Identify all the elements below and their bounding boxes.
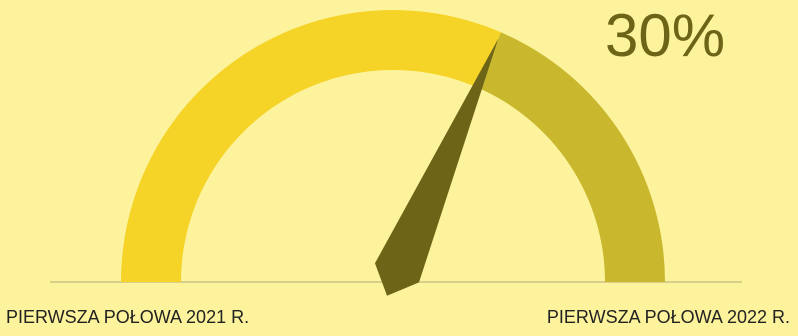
value-label: 30% — [605, 2, 725, 69]
needle — [374, 38, 499, 296]
gauge-rest — [477, 32, 665, 282]
gauge — [50, 9, 742, 296]
gauge-filled — [121, 9, 502, 283]
start-label: PIERWSZA POŁOWA 2021 R. — [6, 307, 249, 327]
end-label: PIERWSZA POŁOWA 2022 R. — [547, 307, 790, 327]
